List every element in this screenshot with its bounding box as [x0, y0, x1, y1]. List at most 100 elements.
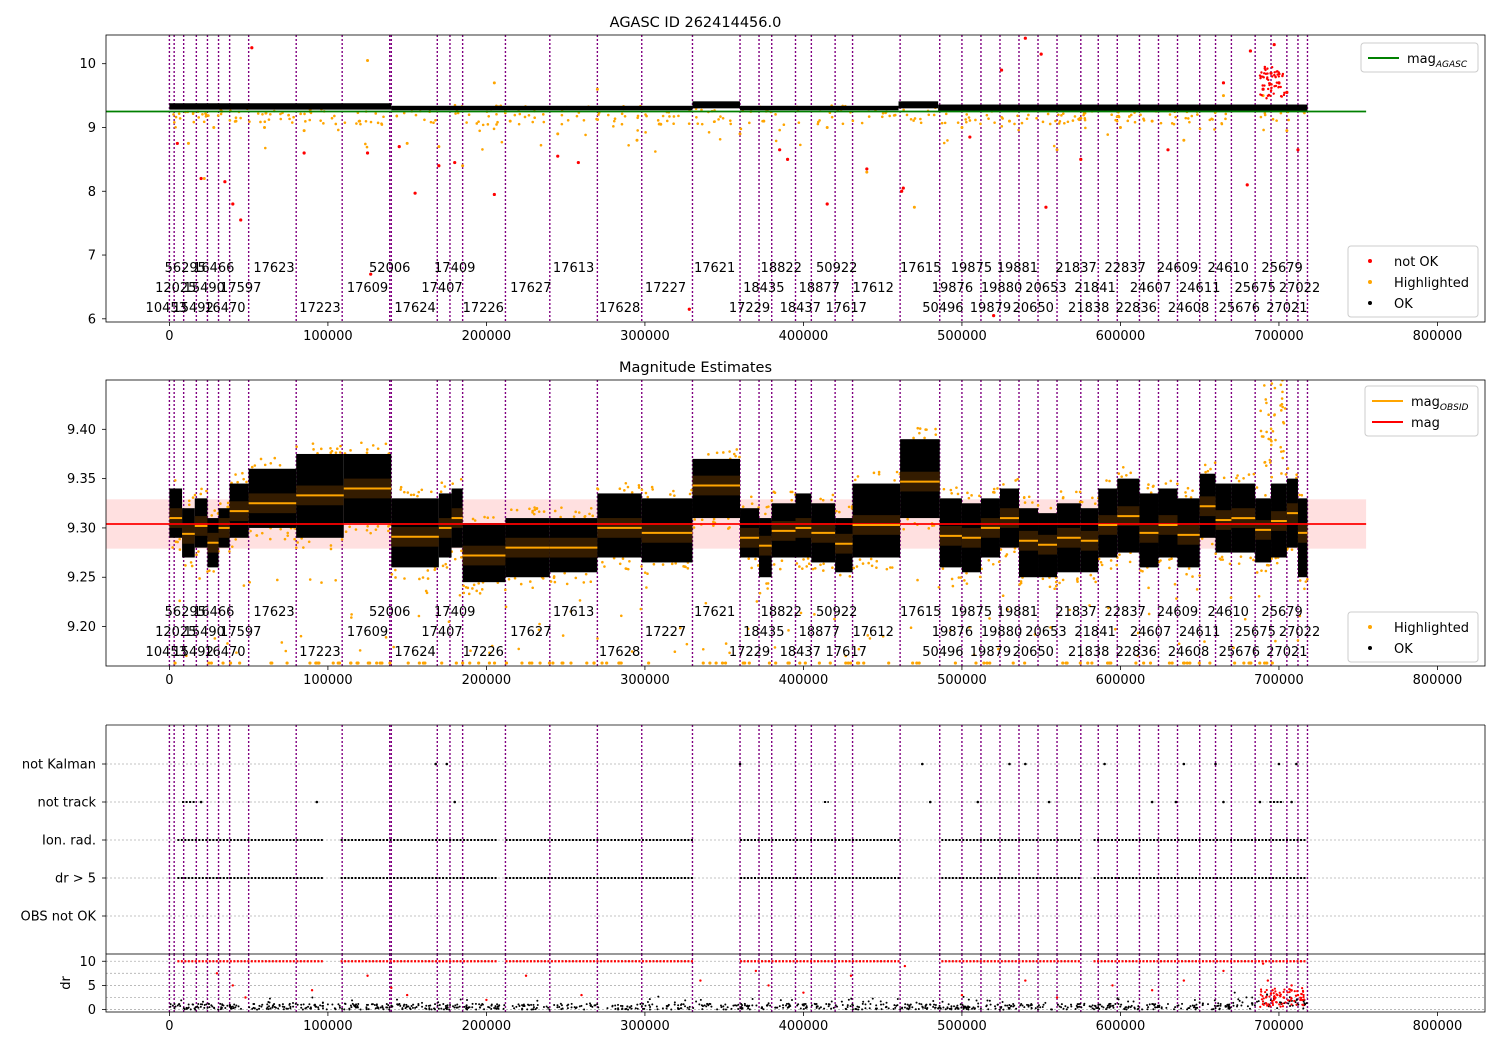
highlighted-point	[728, 119, 732, 122]
obsid-label: 17223	[299, 645, 340, 660]
dr-ok-point	[825, 1003, 828, 1006]
highlighted-point	[953, 661, 957, 665]
highlighted-point	[531, 586, 534, 590]
obsid-label: 25679	[1261, 261, 1302, 276]
highlighted-point	[1002, 483, 1005, 486]
dr-ok-point	[231, 1005, 234, 1008]
highlighted-point	[1197, 661, 1201, 665]
p4-plot-area	[106, 954, 1485, 1012]
dr-ok-point	[194, 1008, 197, 1011]
highlighted-point	[985, 661, 989, 665]
dr-ok-point	[1050, 1008, 1053, 1011]
highlighted-point	[732, 452, 736, 456]
dr-ok-point	[911, 1006, 914, 1009]
dr-ok-point	[699, 998, 702, 1001]
highlighted-point	[822, 562, 825, 566]
highlighted-point	[937, 585, 941, 589]
highlighted-point	[1091, 496, 1094, 500]
highlighted-point	[460, 549, 463, 553]
dr-ok-point	[1193, 998, 1196, 1001]
highlighted-point	[636, 129, 639, 132]
highlighted-point	[1118, 553, 1121, 556]
dr-not-ok-point	[1272, 992, 1275, 995]
flag-point	[445, 762, 449, 766]
dr-ok-point	[667, 1003, 670, 1006]
obsid-label: 22836	[1116, 301, 1157, 316]
highlighted-point	[226, 505, 230, 509]
highlighted-point	[712, 517, 716, 521]
dr-ok-point	[433, 1008, 436, 1011]
dr-ok-point	[947, 1003, 950, 1006]
dr-ok-point	[1108, 1006, 1111, 1009]
highlighted-point	[221, 661, 225, 665]
highlighted-point	[584, 572, 588, 576]
dr-ok-point	[344, 1002, 347, 1005]
dr-ok-point	[465, 1004, 468, 1007]
highlighted-point	[686, 567, 690, 570]
highlighted-point	[1262, 128, 1265, 132]
highlighted-point	[230, 545, 234, 548]
obsid-label: 22837	[1105, 605, 1146, 620]
dr-ok-point	[849, 1005, 852, 1008]
highlighted-point	[861, 562, 865, 565]
highlighted-point	[184, 564, 187, 567]
dr-ok-point	[651, 1003, 654, 1006]
highlighted-point	[665, 119, 669, 123]
obsid-label: 17223	[299, 301, 340, 316]
highlighted-point	[738, 455, 741, 459]
obsid-label: 24609	[1157, 261, 1198, 276]
highlighted-point	[507, 577, 511, 581]
highlighted-point	[486, 516, 490, 520]
highlighted-point	[533, 508, 537, 512]
highlighted-point	[1094, 580, 1097, 584]
highlighted-point	[1175, 597, 1178, 600]
obsid-label: 16470	[204, 301, 245, 316]
highlighted-point	[453, 557, 457, 561]
y-category-label: dr > 5	[55, 872, 96, 887]
dr-ok-point	[720, 1006, 723, 1009]
dr-ok-point	[1146, 1004, 1149, 1007]
highlighted-point	[1184, 116, 1188, 120]
dr-ok-point	[625, 1007, 628, 1010]
dr-ok-point	[917, 1007, 920, 1010]
dr-ok-point	[1146, 1008, 1149, 1011]
highlighted-point	[193, 493, 197, 497]
dr-ok-point	[946, 1007, 949, 1010]
highlighted-point	[177, 112, 181, 115]
highlighted-point	[528, 580, 532, 583]
x-tick-label: 800000	[1413, 329, 1463, 344]
highlighted-point	[210, 514, 214, 517]
highlighted-point	[857, 661, 861, 665]
highlighted-point	[481, 123, 485, 127]
x-tick-label: 200000	[462, 1019, 512, 1034]
dr-ok-point	[819, 1006, 822, 1009]
highlighted-point	[1286, 467, 1290, 470]
dr-ok-point	[580, 1004, 583, 1007]
not-ok-point	[1266, 94, 1270, 98]
highlighted-point	[226, 642, 229, 645]
highlighted-point	[712, 524, 715, 527]
highlighted-point	[333, 114, 336, 118]
not-ok-point	[365, 151, 370, 155]
obsid-label: 17409	[434, 261, 475, 276]
highlighted-point	[1109, 567, 1113, 570]
dr-ok-point	[302, 1003, 305, 1006]
not-ok-point	[413, 191, 417, 195]
highlighted-point	[284, 649, 288, 653]
highlighted-point	[1264, 464, 1268, 467]
dr-ok-point	[481, 1003, 484, 1006]
highlighted-point	[541, 113, 545, 116]
highlighted-point	[669, 493, 672, 496]
dr-ok-point	[906, 1007, 909, 1010]
dr-ok-point	[219, 1002, 222, 1005]
dr-ok-point	[367, 1008, 370, 1011]
highlighted-point	[390, 573, 394, 576]
highlighted-point	[578, 599, 582, 602]
dr-ok-point	[1041, 1005, 1044, 1008]
highlighted-point	[906, 517, 909, 521]
highlighted-point	[178, 537, 182, 541]
highlighted-point	[178, 548, 182, 551]
highlighted-point	[286, 534, 290, 537]
dr-ok-point	[391, 1005, 394, 1008]
